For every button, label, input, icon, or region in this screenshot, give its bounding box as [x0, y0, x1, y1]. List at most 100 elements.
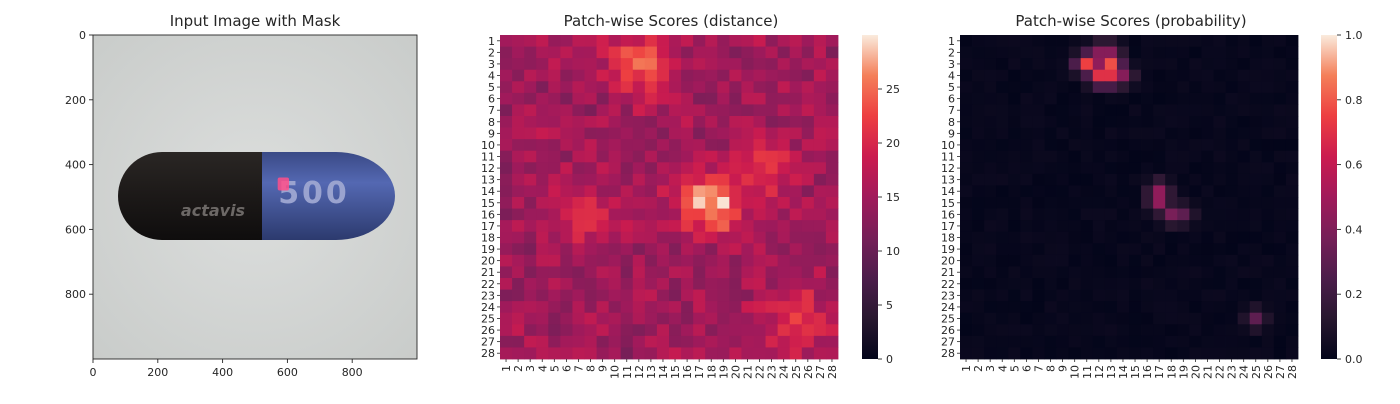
heatmap-cell: [669, 301, 682, 314]
heatmap-cell: [741, 231, 754, 244]
probability-heatmap-title: Patch-wise Scores (probability): [1015, 12, 1246, 30]
heatmap-cell: [1020, 69, 1033, 82]
heatmap-cell: [572, 162, 585, 175]
heatmap-cell: [681, 324, 694, 337]
heatmap-cell: [765, 335, 779, 348]
image-x-tick-label: 400: [212, 366, 233, 379]
heatmap-cell: [500, 197, 513, 209]
heatmap-cell: [741, 139, 754, 152]
heatmap-cell: [717, 254, 730, 267]
heatmap-cell: [765, 220, 779, 233]
heatmap-cell: [572, 92, 585, 105]
heatmap-cell: [572, 301, 585, 314]
heatmap-cell: [1165, 150, 1178, 163]
heatmap-cell: [813, 231, 827, 244]
heatmap-cell: [960, 278, 973, 290]
heatmap-cell: [1177, 139, 1190, 152]
heatmap-cell: [681, 278, 694, 290]
heatmap-cell: [1273, 335, 1287, 348]
heatmap-cell: [1104, 162, 1118, 175]
heatmap-cell: [777, 254, 791, 267]
heatmap-cell: [524, 104, 537, 117]
heatmap-cell: [1273, 324, 1287, 337]
heatmap-cell: [512, 289, 525, 302]
heatmap-cell: [500, 301, 513, 314]
heatmap-cell: [717, 92, 730, 105]
heatmap-cell: [1116, 35, 1130, 47]
heatmap-cell: [1261, 173, 1275, 186]
heatmap-cell: [753, 220, 766, 233]
heatmap-col-label: 10: [609, 365, 622, 379]
heatmap-cell: [1104, 104, 1118, 117]
heatmap-cell: [1213, 69, 1226, 82]
heatmap-cell: [608, 243, 622, 256]
heatmap-cell: [972, 150, 985, 163]
heatmap-cell: [996, 335, 1009, 348]
capsule-number-text: 500: [278, 176, 350, 211]
heatmap-cell: [717, 185, 730, 198]
heatmap-cell: [1104, 139, 1118, 152]
heatmap-cell: [548, 92, 561, 105]
heatmap-cell: [681, 312, 694, 325]
heatmap-cell: [789, 139, 803, 152]
heatmap-cell: [1165, 266, 1178, 279]
heatmap-cell: [705, 347, 718, 360]
heatmap-cell: [681, 197, 694, 209]
heatmap-cell: [1165, 92, 1178, 105]
heatmap-cell: [1225, 92, 1239, 105]
heatmap-cell: [717, 231, 730, 244]
heatmap-cell: [801, 116, 815, 128]
heatmap-cell: [1237, 278, 1251, 290]
heatmap-cell: [972, 46, 985, 59]
heatmap-cell: [1104, 185, 1118, 198]
heatmap-cell: [669, 69, 682, 82]
heatmap-cell: [584, 150, 597, 163]
heatmap-cell: [1225, 127, 1239, 140]
heatmap-cell: [560, 46, 573, 59]
heatmap-cell: [644, 46, 658, 59]
heatmap-cell: [984, 150, 997, 163]
heatmap-cell: [584, 243, 597, 256]
heatmap-cell: [1008, 220, 1021, 233]
heatmap-cell: [681, 81, 694, 94]
heatmap-cell: [1032, 92, 1045, 105]
heatmap-cell: [596, 266, 610, 279]
heatmap-cell: [1249, 116, 1263, 128]
heatmap-cell: [753, 266, 766, 279]
heatmap-cell: [1165, 243, 1178, 256]
heatmap-cell: [813, 301, 827, 314]
heatmap-cell: [825, 335, 839, 348]
heatmap-col-label: 13: [645, 365, 658, 379]
heatmap-cell: [813, 116, 827, 128]
heatmap-cell: [801, 243, 815, 256]
heatmap-cell: [801, 150, 815, 163]
heatmap-cell: [656, 347, 670, 360]
heatmap-cell: [717, 278, 730, 290]
heatmap-cell: [765, 139, 779, 152]
heatmap-cell: [765, 266, 779, 279]
heatmap-cell: [500, 185, 513, 198]
heatmap-cell: [1080, 208, 1094, 221]
heatmap-cell: [1177, 231, 1190, 244]
heatmap-cell: [972, 69, 985, 82]
heatmap-cell: [560, 35, 573, 47]
heatmap-cell: [1213, 185, 1226, 198]
heatmap-cell: [765, 301, 779, 314]
heatmap-cell: [1201, 185, 1214, 198]
heatmap-cell: [705, 254, 718, 267]
heatmap-cell: [500, 208, 513, 221]
heatmap-cell: [548, 324, 561, 337]
heatmap-cell: [1225, 185, 1239, 198]
heatmap-col-label: 2: [512, 365, 525, 372]
heatmap-cell: [596, 46, 610, 59]
image-panel-title: Input Image with Mask: [170, 12, 341, 30]
anomaly-mask: [277, 177, 290, 191]
heatmap-cell: [1116, 58, 1130, 71]
heatmap-cell: [960, 81, 973, 94]
heatmap-cell: [1249, 289, 1263, 302]
heatmap-cell: [765, 162, 779, 175]
image-axes-frame: [92, 34, 418, 360]
heatmap-cell: [572, 46, 585, 59]
heatmap-cell: [1249, 301, 1263, 314]
heatmap-cell: [741, 127, 754, 140]
